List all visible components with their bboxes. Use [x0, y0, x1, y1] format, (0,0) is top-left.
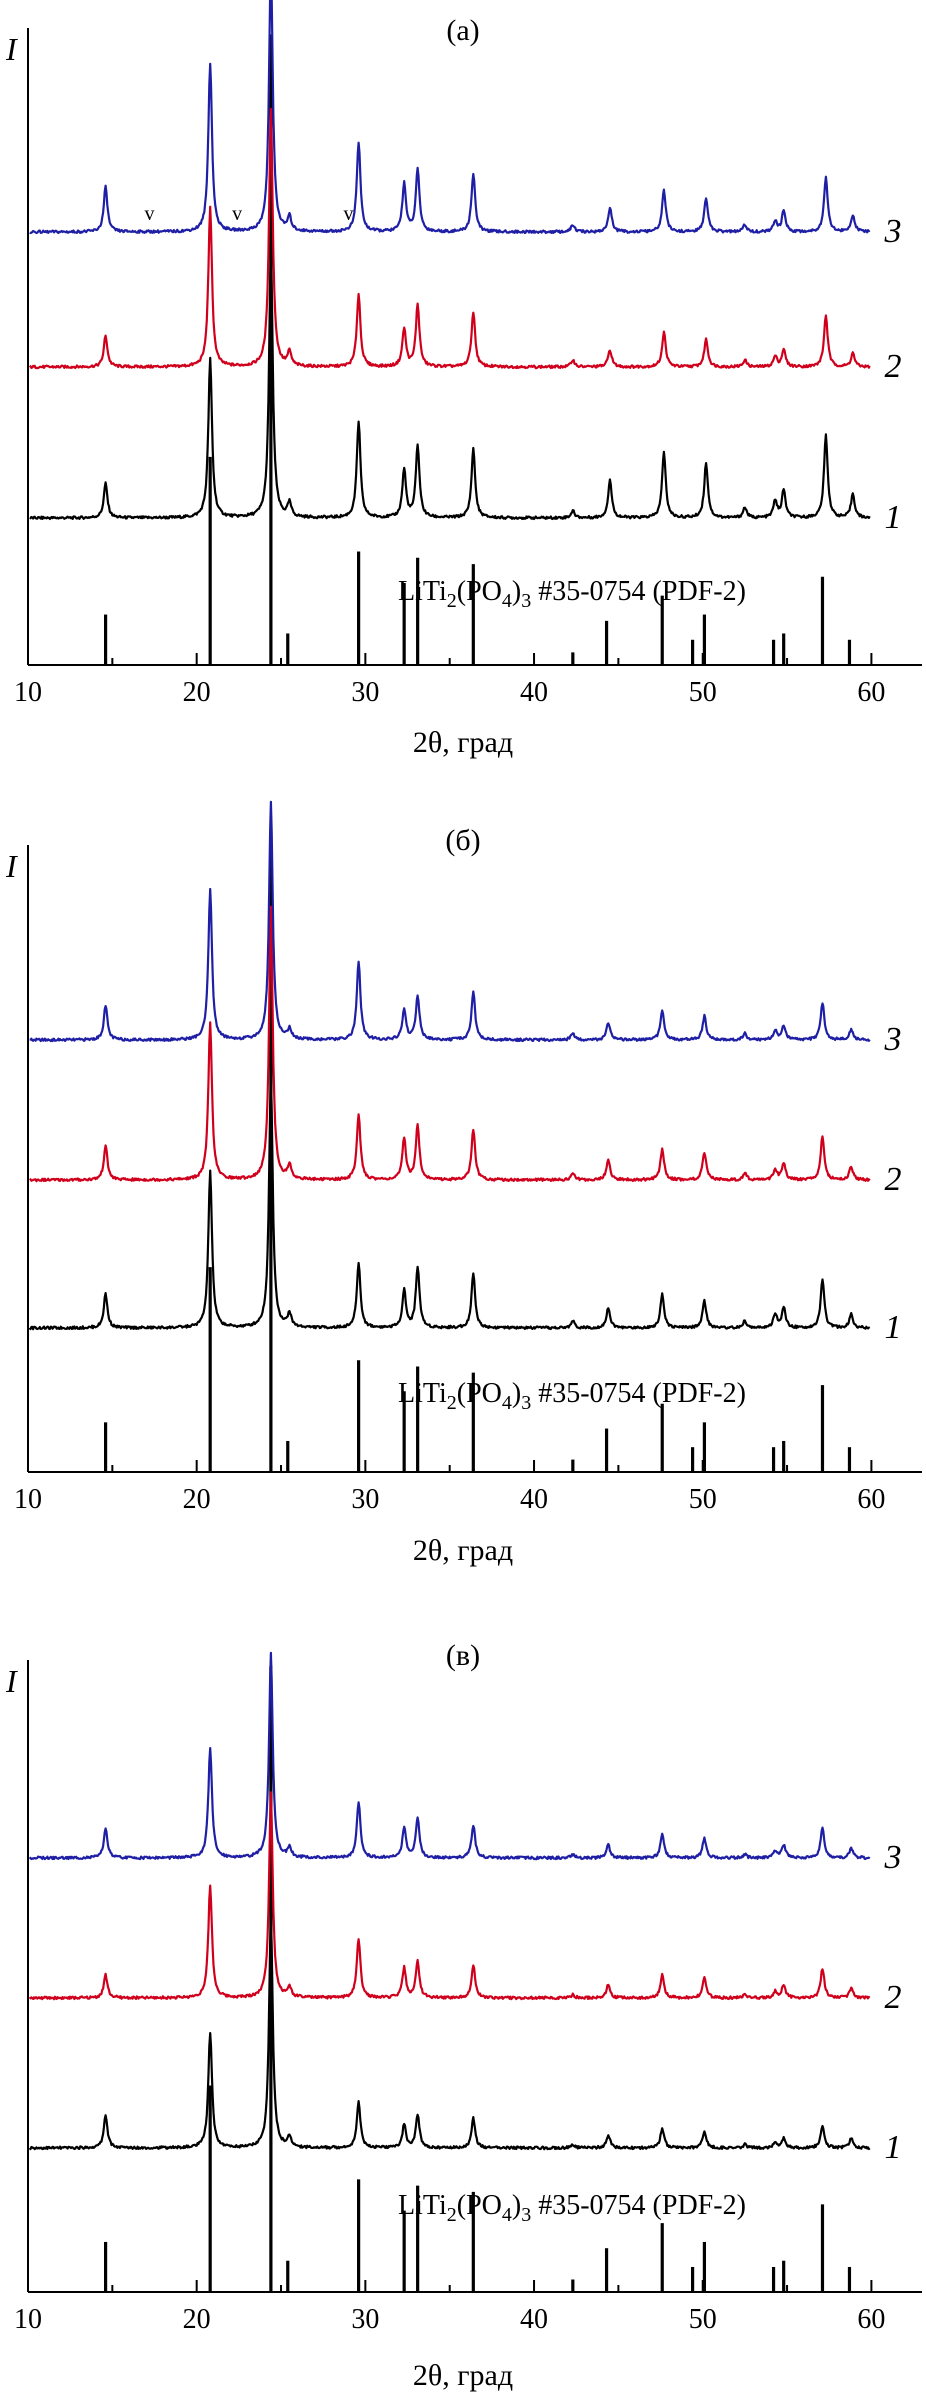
- x-tick-label: 50: [689, 1484, 717, 1515]
- series-label: 2: [885, 348, 902, 385]
- series-1-line: [28, 1915, 871, 2151]
- x-tick-label: 30: [351, 677, 379, 708]
- y-axis-label: I: [5, 1663, 18, 1699]
- y-axis-label: I: [5, 31, 18, 67]
- impurity-marker: v: [232, 203, 242, 225]
- reference-label: LiTi2(PO4)3 #35-0754 (PDF-2): [398, 2190, 746, 2226]
- panel-label: (в): [446, 1639, 480, 1672]
- series-1-line: [29, 247, 871, 521]
- x-tick-label: 20: [183, 677, 211, 708]
- reference-label: LiTi2(PO4)3 #35-0754 (PDF-2): [398, 1378, 746, 1414]
- x-tick-label: 40: [520, 2304, 548, 2335]
- series-3-line: [29, 800, 871, 1043]
- x-tick-label: 60: [857, 1484, 885, 1515]
- series-label: 2: [885, 1979, 902, 2016]
- series-label: 1: [885, 2129, 902, 2166]
- x-tick-label: 30: [351, 1484, 379, 1515]
- series-label: 3: [884, 1021, 902, 1058]
- x-tick-label: 20: [183, 1484, 211, 1515]
- series-label: 1: [885, 1309, 902, 1346]
- x-tick-label: 40: [520, 1484, 548, 1515]
- series-3-line: [29, 0, 871, 235]
- x-tick-label: 60: [857, 2304, 885, 2335]
- x-tick-label: 60: [857, 677, 885, 708]
- panel-1: (а) I 10 20 30 40 50 60 2θ, град LiTi2(PO4)3 #35-…: [5, 0, 922, 759]
- x-tick-label: 10: [14, 677, 42, 708]
- panel-label: (б): [445, 824, 480, 857]
- panel-2: (б) I 10 20 30 40 50 60 2θ, град LiTi2(PO4)3 #35-…: [5, 800, 922, 1567]
- series-label: 3: [884, 1839, 902, 1876]
- x-tick-label: 50: [689, 2304, 717, 2335]
- x-tick-label: 20: [183, 2304, 211, 2335]
- panel-label: (а): [446, 14, 479, 47]
- x-tick-label: 50: [689, 677, 717, 708]
- series-2-line: [29, 905, 871, 1183]
- series-label: 2: [885, 1161, 902, 1198]
- x-axis-label: 2θ, град: [413, 726, 513, 759]
- reference-label: LiTi2(PO4)3 #35-0754 (PDF-2): [398, 576, 746, 612]
- series-1-line: [28, 1074, 871, 1331]
- x-tick-label: 10: [14, 2304, 42, 2335]
- x-tick-label: 10: [14, 1484, 42, 1515]
- panel-3: (в) I 10 20 30 40 50 60 2θ, град LiTi2(PO4)3 #35-…: [5, 1639, 922, 2392]
- series-3-line: [28, 1651, 871, 1861]
- y-axis-label: I: [5, 848, 18, 884]
- impurity-marker: v: [144, 203, 154, 225]
- series-2-line: [28, 1791, 871, 2001]
- series-2-line: [29, 107, 871, 370]
- x-axis-label: 2θ, град: [413, 1534, 513, 1567]
- x-tick-label: 30: [351, 2304, 379, 2335]
- series-label: 1: [885, 499, 902, 536]
- impurity-marker: v: [343, 203, 353, 225]
- x-axis-label: 2θ, град: [413, 2359, 513, 2392]
- series-label: 3: [884, 213, 902, 250]
- x-tick-label: 40: [520, 677, 548, 708]
